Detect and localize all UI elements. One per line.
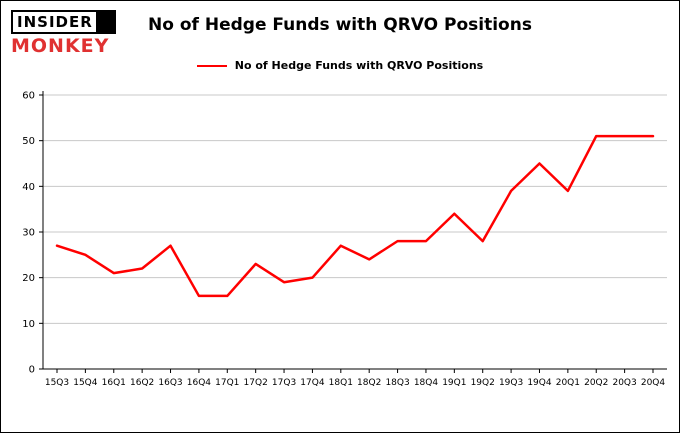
svg-text:18Q4: 18Q4 xyxy=(414,378,439,388)
svg-text:17Q3: 17Q3 xyxy=(272,378,296,388)
svg-text:30: 30 xyxy=(22,228,35,239)
chart-title: No of Hedge Funds with QRVO Positions xyxy=(148,15,532,35)
svg-text:15Q4: 15Q4 xyxy=(73,378,98,388)
svg-text:18Q2: 18Q2 xyxy=(357,378,381,388)
svg-text:10: 10 xyxy=(22,319,35,330)
svg-text:15Q3: 15Q3 xyxy=(45,378,69,388)
legend-line-swatch xyxy=(196,64,227,67)
svg-text:16Q1: 16Q1 xyxy=(102,378,126,388)
svg-text:17Q1: 17Q1 xyxy=(215,378,239,388)
chart-legend: No of Hedge Funds with QRVO Positions xyxy=(1,59,679,72)
svg-text:18Q3: 18Q3 xyxy=(385,378,409,388)
svg-text:17Q2: 17Q2 xyxy=(244,378,268,388)
legend-label: No of Hedge Funds with QRVO Positions xyxy=(234,59,484,72)
svg-text:20Q4: 20Q4 xyxy=(641,378,666,388)
svg-text:20Q2: 20Q2 xyxy=(584,378,608,388)
svg-text:18Q1: 18Q1 xyxy=(329,378,353,388)
svg-text:40: 40 xyxy=(22,182,35,193)
insider-monkey-logo: INSIDER MONKEY xyxy=(11,10,121,57)
logo-text-monkey: MONKEY xyxy=(11,35,110,57)
svg-text:17Q4: 17Q4 xyxy=(300,378,325,388)
svg-text:19Q2: 19Q2 xyxy=(471,378,495,388)
svg-text:16Q2: 16Q2 xyxy=(130,378,154,388)
logo-text-insider: INSIDER xyxy=(17,13,93,31)
svg-text:0: 0 xyxy=(29,365,35,376)
logo-insider-box: INSIDER xyxy=(11,10,116,34)
svg-text:20: 20 xyxy=(22,273,35,284)
svg-text:20Q3: 20Q3 xyxy=(612,378,636,388)
svg-text:60: 60 xyxy=(22,91,35,102)
monkey-icon xyxy=(95,12,114,32)
svg-text:19Q3: 19Q3 xyxy=(499,378,523,388)
svg-text:19Q1: 19Q1 xyxy=(442,378,466,388)
svg-text:20Q1: 20Q1 xyxy=(556,378,580,388)
svg-text:50: 50 xyxy=(22,136,35,147)
svg-text:19Q4: 19Q4 xyxy=(527,378,552,388)
svg-text:16Q4: 16Q4 xyxy=(187,378,212,388)
svg-text:16Q3: 16Q3 xyxy=(158,378,182,388)
